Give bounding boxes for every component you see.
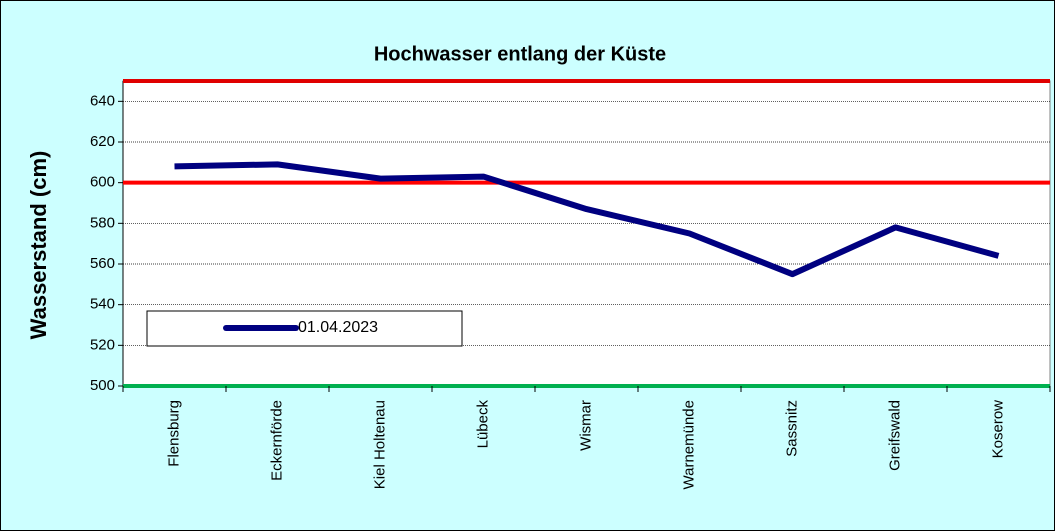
series-line (174, 161, 1000, 278)
x-tick-label: Wismar (577, 400, 594, 451)
x-tick-label: Kiel Holtenau (371, 400, 388, 489)
y-tick-label: 600 (90, 174, 115, 191)
x-tick-label: Lübeck (474, 400, 491, 449)
chart-title: Hochwasser entlang der Küste (374, 43, 666, 65)
y-tick-label: 560 (90, 255, 115, 272)
x-tick-label: Greifswald (886, 400, 903, 471)
x-tick-label: Warnemünde (680, 400, 697, 490)
y-axis-label: Wasserstand (cm) (26, 151, 51, 340)
legend-box (146, 310, 463, 347)
x-tick-label: Eckernförde (268, 400, 285, 481)
y-tick-label: 640 (90, 92, 115, 109)
y-tick-label: 500 (90, 377, 115, 394)
x-tick-label: Sassnitz (783, 400, 800, 457)
y-tick-label: 540 (90, 296, 115, 313)
y-tick-label: 620 (90, 133, 115, 150)
y-tick-label: 580 (90, 214, 115, 231)
x-tick-label: Flensburg (165, 400, 182, 467)
y-tick-label: 520 (90, 336, 115, 353)
legend-label: 01.04.2023 (298, 319, 378, 336)
x-tick-label: Koserow (989, 400, 1006, 459)
